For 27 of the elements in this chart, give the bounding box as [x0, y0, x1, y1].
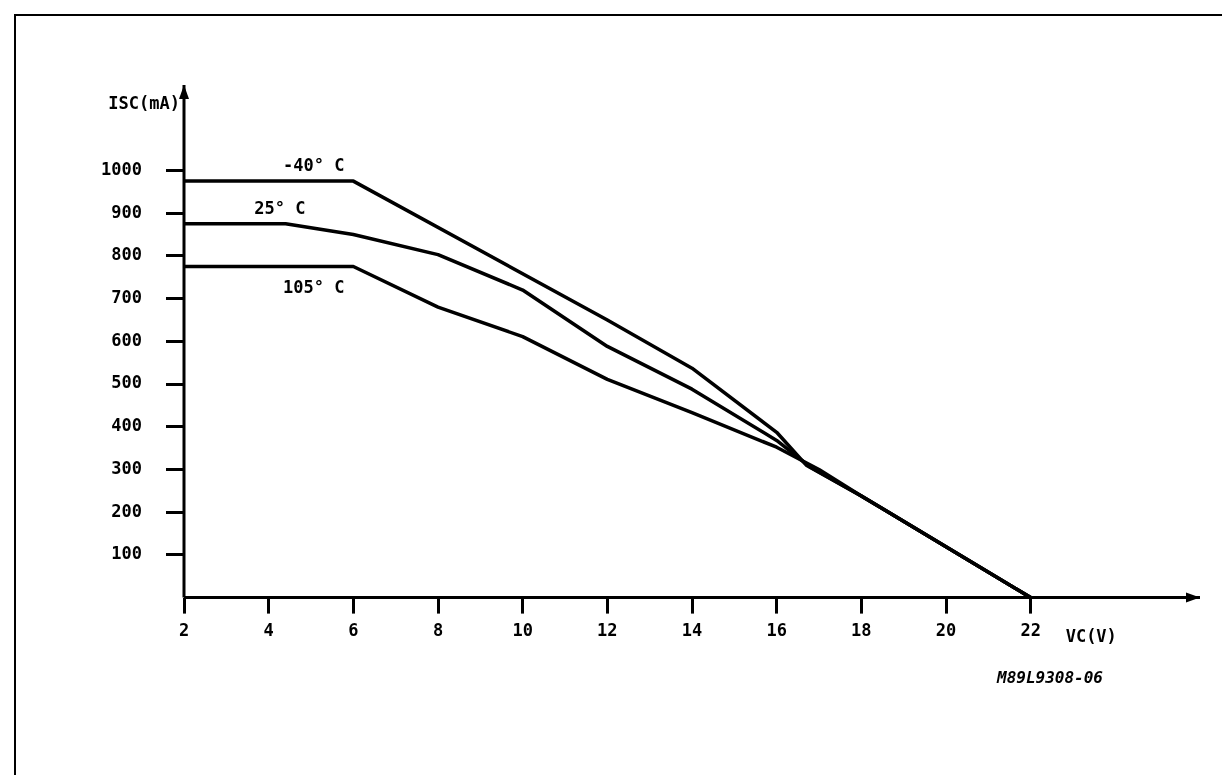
y-tick-label: 800	[111, 244, 142, 265]
y-tick-label: 300	[111, 457, 142, 478]
series-label: 105° C	[282, 277, 345, 298]
x-tick-label: 6	[348, 620, 359, 641]
y-tick-label: 900	[111, 201, 142, 222]
y-tick-label: 100	[111, 543, 142, 564]
y-tick-label: 600	[111, 329, 142, 350]
series-label: -40° C	[282, 155, 345, 176]
x-tick-label: 20	[935, 620, 957, 641]
x-tick-label: 22	[1020, 620, 1041, 641]
y-tick-label: 400	[111, 415, 142, 436]
y-tick-label: 1000	[101, 158, 142, 179]
x-tick-label: 8	[432, 620, 444, 641]
y-axis-title: ISC(mA)	[108, 93, 180, 114]
x-tick-label: 18	[851, 620, 872, 641]
text: M89L9308-06	[995, 668, 1104, 687]
y-tick-label: 700	[111, 287, 142, 308]
x-tick-label: 16	[766, 620, 787, 641]
x-tick-label: 4	[263, 620, 274, 641]
series-label: 25° C	[254, 197, 306, 218]
x-tick-label: 14	[681, 620, 703, 641]
x-tick-label: 10	[512, 620, 533, 641]
x-axis-title: VC(V)	[1065, 625, 1117, 646]
y-tick-label: 200	[111, 500, 142, 521]
x-tick-label: 12	[597, 620, 618, 641]
x-tick-label: 2	[178, 620, 190, 641]
y-tick-label: 500	[111, 372, 142, 393]
